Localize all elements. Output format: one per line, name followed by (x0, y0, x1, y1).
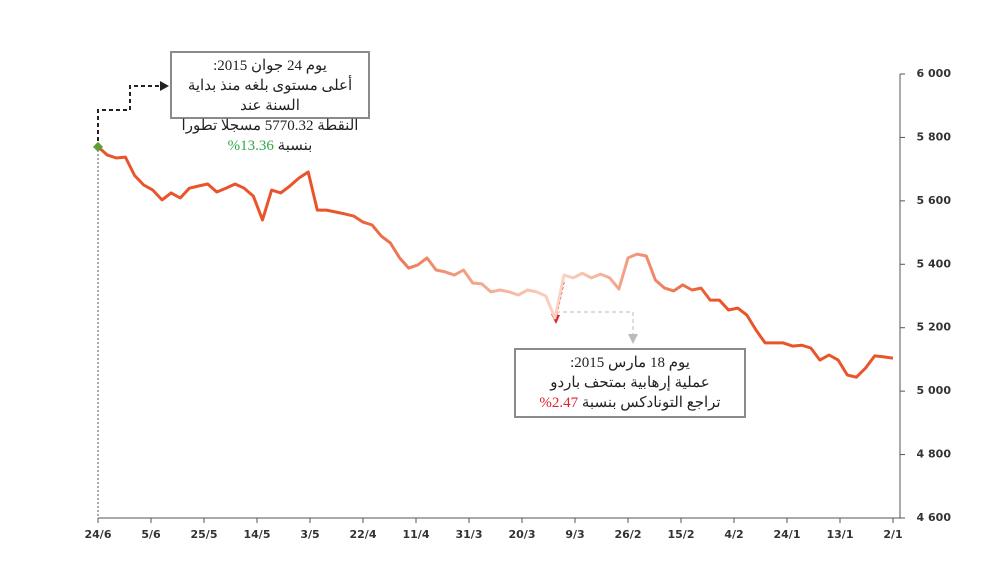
annotation-line: يوم 24 جوان 2015: (178, 56, 362, 76)
y-tick-label: 4 800 (917, 448, 952, 461)
x-tick-label: 25/5 (191, 528, 218, 541)
x-tick-label: 22/4 (350, 528, 377, 541)
arrow (160, 81, 169, 91)
annotation-text: أعلى مستوى بلغه منذ بداية السنة عند (187, 78, 353, 114)
x-tick-label: 26/2 (615, 528, 642, 541)
x-tick-label: 11/4 (403, 528, 430, 541)
x-tick-label: 2/1 (883, 528, 902, 541)
annotation: يوم 24 جوان 2015: أعلى مستوى بلغه منذ بدا… (170, 51, 370, 154)
x-tick-label: 14/5 (244, 528, 271, 541)
annotation-line: النقطة 5770.32 مسجلا تطورا بنسبة %13.36 (178, 116, 362, 156)
annotation-text: النقطة 5770.32 مسجلا تطورا بنسبة (181, 118, 359, 154)
y-tick-label: 5 600 (917, 194, 952, 207)
x-tick-label: 13/1 (827, 528, 854, 541)
annotation-line: عملية إرهابية بمتحف باردو (522, 373, 738, 393)
annotation-text: يوم 24 جوان 2015: (213, 58, 327, 74)
y-tick-label: 4 600 (917, 511, 952, 524)
price-line (97, 145, 894, 379)
leader (97, 85, 160, 148)
annotation-text: يوم 18 مارس 2015: (570, 355, 690, 371)
x-tick-label: 31/3 (456, 528, 483, 541)
annotation-text: تراجع التونادكس بنسبة (581, 395, 721, 411)
x-tick-label: 15/2 (668, 528, 695, 541)
annotation-text: عملية إرهابية بمتحف باردو (550, 375, 710, 391)
x-tick-label: 4/2 (724, 528, 743, 541)
x-tick-label: 9/3 (565, 528, 584, 541)
x-tick-label: 24/1 (774, 528, 801, 541)
x-tick-label: 20/3 (509, 528, 536, 541)
x-tick-label: 5/6 (141, 528, 161, 541)
annotation-line: تراجع التونادكس بنسبة %2.47 (522, 393, 738, 413)
y-tick-label: 5 000 (917, 384, 952, 397)
y-tick-label: 6 000 (917, 67, 952, 80)
annotation: يوم 18 مارس 2015: عملية إرهابية بمتحف بار… (514, 348, 746, 418)
annotation-highlight: %2.47 (539, 395, 579, 411)
annotation-line: يوم 18 مارس 2015: (522, 353, 738, 373)
y-tick-label: 5 800 (917, 130, 952, 143)
annotation-highlight: %13.36 (227, 138, 274, 154)
y-tick-label: 5 400 (917, 257, 952, 270)
annotation-line: أعلى مستوى بلغه منذ بداية السنة عند (178, 76, 362, 116)
y-tick-label: 5 200 (917, 321, 952, 334)
highlight-point (93, 141, 103, 152)
leader (556, 311, 634, 336)
x-tick-label: 3/5 (300, 528, 319, 541)
arrow (628, 334, 638, 344)
x-tick-label: 24/6 (85, 528, 112, 541)
